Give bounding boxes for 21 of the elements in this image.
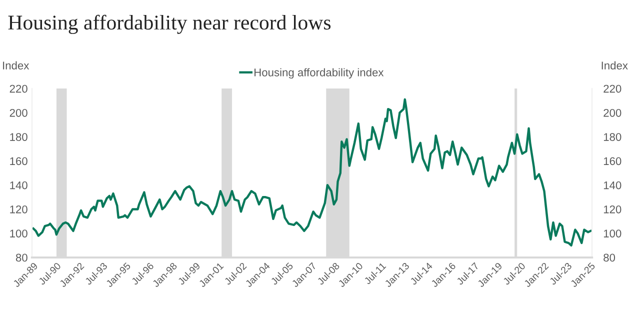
y2-tick-label: 140 xyxy=(604,181,622,190)
y-tick-label: 180 xyxy=(10,133,28,141)
y-axis-title: Index xyxy=(3,61,30,70)
y-tick-label: 120 xyxy=(10,205,28,214)
chart-title: Housing affordability near record lows xyxy=(8,14,331,34)
y2-tick-label: 100 xyxy=(604,230,622,238)
y2-tick-label: 220 xyxy=(604,84,622,93)
y-tick-label: 80 xyxy=(16,254,28,262)
y-tick-label: 200 xyxy=(10,108,28,117)
line-series xyxy=(32,98,592,247)
y2-tick-label: 160 xyxy=(604,157,622,166)
y-tick-label: 140 xyxy=(10,181,28,190)
y2-tick-label: 180 xyxy=(604,133,622,141)
y-tick-label: 100 xyxy=(10,230,28,238)
y-tick-label: 220 xyxy=(10,84,28,93)
y2-axis-title: Index xyxy=(602,61,628,70)
legend-label: Housing affordability index xyxy=(254,68,384,79)
y2-tick-label: 200 xyxy=(604,108,622,117)
y2-tick-label: 120 xyxy=(604,205,622,214)
y-tick-label: 160 xyxy=(10,157,28,166)
y2-tick-label: 80 xyxy=(604,254,616,262)
